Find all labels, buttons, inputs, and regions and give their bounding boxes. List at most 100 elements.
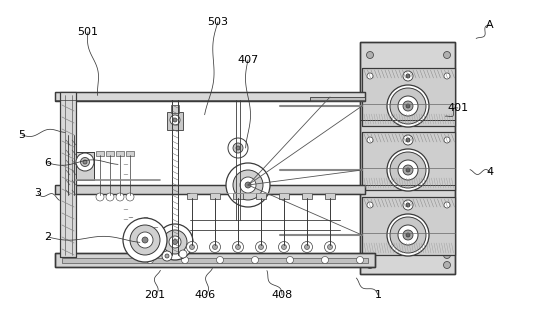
Text: ~: ~ <box>122 217 128 223</box>
Text: 5: 5 <box>19 130 26 140</box>
Bar <box>76 152 94 180</box>
Text: 407: 407 <box>237 55 259 65</box>
Text: ~: ~ <box>142 215 148 221</box>
Bar <box>210 193 220 199</box>
Circle shape <box>403 200 413 210</box>
Circle shape <box>80 157 90 167</box>
Circle shape <box>387 214 429 256</box>
Circle shape <box>304 245 310 250</box>
Circle shape <box>287 257 294 264</box>
Circle shape <box>403 135 413 145</box>
Circle shape <box>173 118 177 122</box>
Circle shape <box>443 217 450 224</box>
Circle shape <box>233 143 243 153</box>
Circle shape <box>321 257 328 264</box>
Circle shape <box>444 73 450 79</box>
Circle shape <box>367 202 373 208</box>
Text: ~: ~ <box>122 207 128 213</box>
Circle shape <box>406 104 410 108</box>
Circle shape <box>367 217 374 224</box>
Circle shape <box>170 115 180 125</box>
Circle shape <box>390 217 426 253</box>
Bar <box>362 68 455 126</box>
Circle shape <box>137 232 153 248</box>
Circle shape <box>281 245 287 250</box>
Bar <box>106 151 114 156</box>
Bar <box>362 132 455 190</box>
Circle shape <box>367 252 374 259</box>
Bar <box>302 193 312 199</box>
Circle shape <box>443 79 450 86</box>
Bar <box>55 92 365 101</box>
Circle shape <box>163 230 187 254</box>
Circle shape <box>406 74 410 78</box>
Circle shape <box>367 73 373 79</box>
Circle shape <box>216 257 223 264</box>
Text: 401: 401 <box>447 103 469 113</box>
Circle shape <box>406 233 410 237</box>
Circle shape <box>182 257 189 264</box>
Circle shape <box>443 52 450 59</box>
Circle shape <box>443 252 450 259</box>
Circle shape <box>173 239 177 245</box>
Circle shape <box>123 218 167 262</box>
Bar <box>55 253 375 267</box>
Circle shape <box>443 171 450 178</box>
Circle shape <box>213 245 217 250</box>
Circle shape <box>147 257 154 264</box>
Circle shape <box>390 152 426 188</box>
Bar <box>362 68 455 126</box>
Text: 501: 501 <box>77 27 99 37</box>
Circle shape <box>228 138 248 158</box>
Circle shape <box>96 193 104 201</box>
Circle shape <box>406 168 410 172</box>
Circle shape <box>165 254 169 258</box>
Circle shape <box>126 193 134 201</box>
Text: ~: ~ <box>127 215 133 221</box>
Bar <box>310 97 365 101</box>
Circle shape <box>367 171 374 178</box>
Text: 406: 406 <box>195 290 215 300</box>
Circle shape <box>390 88 426 124</box>
Bar <box>116 151 124 156</box>
Text: 1: 1 <box>375 290 382 300</box>
Text: 408: 408 <box>271 290 293 300</box>
Circle shape <box>444 202 450 208</box>
Text: 503: 503 <box>207 17 229 27</box>
Circle shape <box>443 142 450 149</box>
Circle shape <box>233 170 263 200</box>
Circle shape <box>403 101 413 111</box>
Bar <box>360 42 455 274</box>
Circle shape <box>157 224 193 260</box>
Bar <box>126 151 134 156</box>
Circle shape <box>367 142 374 149</box>
Bar <box>256 193 266 199</box>
Text: 201: 201 <box>144 290 166 300</box>
Circle shape <box>83 160 87 164</box>
Circle shape <box>187 241 198 252</box>
Bar <box>55 185 365 194</box>
Bar <box>362 197 455 255</box>
Circle shape <box>179 250 187 258</box>
Circle shape <box>302 241 312 252</box>
Circle shape <box>236 245 240 250</box>
Bar <box>362 132 455 190</box>
Bar <box>279 193 289 199</box>
Bar <box>171 105 179 113</box>
Circle shape <box>116 193 124 201</box>
Circle shape <box>357 257 364 264</box>
Circle shape <box>236 146 240 150</box>
Circle shape <box>367 137 373 143</box>
Text: 4: 4 <box>487 167 494 177</box>
Bar <box>362 197 455 255</box>
Circle shape <box>76 153 94 171</box>
Bar <box>60 92 76 257</box>
Circle shape <box>406 138 410 142</box>
Circle shape <box>106 193 114 201</box>
Bar <box>55 253 375 267</box>
Circle shape <box>367 261 374 268</box>
Text: ~: ~ <box>152 225 158 231</box>
Circle shape <box>130 225 160 255</box>
Circle shape <box>398 96 418 116</box>
Circle shape <box>209 241 221 252</box>
